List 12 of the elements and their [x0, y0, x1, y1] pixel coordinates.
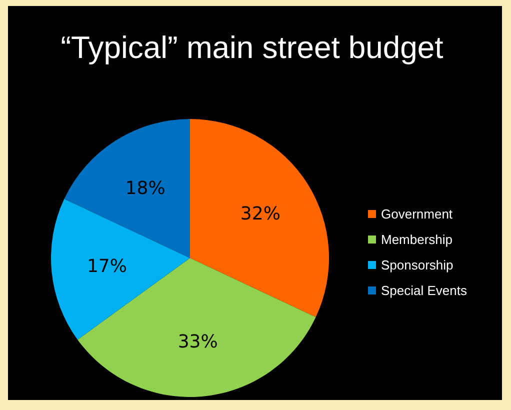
pie-slice — [64, 119, 190, 258]
data-label: 32% — [240, 204, 280, 225]
pie-slice — [190, 119, 329, 318]
data-label: 18% — [125, 178, 166, 199]
pie-slice — [78, 258, 316, 397]
legend-label: Membership — [381, 232, 453, 248]
legend-label: Sponsorship — [381, 258, 454, 273]
data-label: 17% — [86, 256, 127, 278]
chart-title: “Typical” main street budget — [60, 30, 444, 65]
legend-label: Special Events — [381, 283, 468, 298]
data-label: 33% — [178, 331, 218, 352]
legend-label: Government — [381, 206, 453, 222]
